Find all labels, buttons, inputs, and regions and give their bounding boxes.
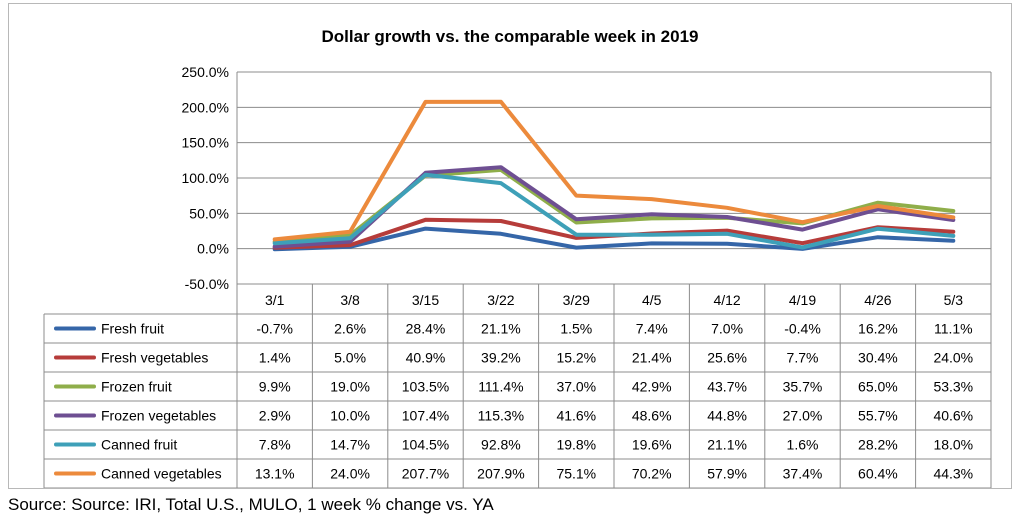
chart-frame: Dollar growth vs. the comparable week in… (8, 3, 1012, 489)
data-label: 60.4% (858, 466, 898, 482)
data-label: 41.6% (556, 408, 596, 424)
data-label: 43.7% (707, 379, 747, 395)
data-label: 57.9% (707, 466, 747, 482)
data-label: 11.1% (934, 321, 973, 337)
y-tick-label: -50.0% (185, 276, 229, 292)
x-category-label: 4/12 (713, 292, 740, 308)
data-label: 48.6% (632, 408, 672, 424)
data-label: 40.9% (406, 350, 446, 366)
series-lines (272, 99, 956, 252)
data-label: 70.2% (632, 466, 672, 482)
data-label: 19.0% (330, 379, 370, 395)
x-category-label: 3/1 (265, 292, 285, 308)
data-label: 19.8% (556, 437, 596, 453)
y-tick-label: 100.0% (182, 170, 229, 186)
data-label: 1.5% (560, 321, 592, 337)
data-label: 104.5% (402, 437, 449, 453)
data-label: 1.4% (259, 350, 291, 366)
data-label: 16.2% (858, 321, 898, 337)
data-label: 111.4% (478, 379, 523, 395)
series-line (272, 172, 956, 250)
data-label: 92.8% (481, 437, 521, 453)
data-label: 18.0% (933, 437, 973, 453)
data-label: 7.7% (787, 350, 819, 366)
data-label: 15.2% (556, 350, 596, 366)
data-label: 107.4% (402, 408, 449, 424)
legend-label: Fresh vegetables (101, 350, 208, 366)
data-label: 27.0% (783, 408, 823, 424)
gridlines (236, 71, 992, 285)
data-label: 37.0% (556, 379, 596, 395)
data-label: 65.0% (858, 379, 898, 395)
y-tick-label: 0.0% (197, 241, 229, 257)
data-label: 5.0% (334, 350, 366, 366)
data-label: 42.9% (632, 379, 672, 395)
data-label: 75.1% (556, 466, 596, 482)
data-label: 40.6% (933, 408, 973, 424)
data-label: 21.1% (707, 437, 747, 453)
x-category-label: 3/15 (412, 292, 439, 308)
y-tick-label: 200.0% (182, 99, 229, 115)
data-label: 55.7% (858, 408, 898, 424)
data-label: 25.6% (707, 350, 747, 366)
x-category-label: 5/3 (944, 292, 964, 308)
data-table: 3/1 3/8 3/15 3/22 3/29 4/5 4/12 4/19 4/26 5/3 Fres… (43, 284, 992, 488)
data-label: 103.5% (402, 379, 449, 395)
data-label: 207.7% (402, 466, 449, 482)
data-label: 13.1% (255, 466, 295, 482)
data-label: -0.7% (256, 321, 293, 337)
x-category-label: 4/5 (642, 292, 662, 308)
series-line (272, 226, 956, 252)
x-category-label: 3/22 (487, 292, 514, 308)
data-label: 10.0% (330, 408, 370, 424)
data-label: 1.6% (787, 437, 819, 453)
data-label: 53.3% (933, 379, 973, 395)
series-line (272, 99, 956, 242)
data-label: 28.2% (858, 437, 898, 453)
x-category-label: 3/29 (563, 292, 590, 308)
data-label: 7.0% (711, 321, 743, 337)
data-label: 28.4% (406, 321, 446, 337)
data-label: 2.9% (259, 408, 291, 424)
data-label: 35.7% (783, 379, 823, 395)
data-label: 21.1% (481, 321, 521, 337)
data-label: 44.3% (933, 466, 973, 482)
data-label: 7.8% (259, 437, 291, 453)
chart-title: Dollar growth vs. the comparable week in… (322, 27, 699, 46)
y-tick-label: 250.0% (182, 64, 229, 80)
y-tick-label: 150.0% (182, 135, 229, 151)
y-tick-label: 50.0% (189, 205, 229, 221)
legend-label: Fresh fruit (101, 321, 164, 337)
chart-svg: Dollar growth vs. the comparable week in… (43, 27, 992, 488)
data-label: 30.4% (858, 350, 898, 366)
legend-label: Canned fruit (101, 437, 177, 453)
x-category-label: 4/26 (864, 292, 891, 308)
data-label: 21.4% (632, 350, 672, 366)
data-label: 19.6% (632, 437, 672, 453)
data-label: 9.9% (259, 379, 291, 395)
data-label: 207.9% (477, 466, 524, 482)
legend-label: Frozen fruit (101, 379, 172, 395)
data-label: -0.4% (784, 321, 821, 337)
data-label: 44.8% (707, 408, 747, 424)
y-axis-ticks: -50.0% 0.0% 50.0% 100.0% 150.0% 200.0% 250.0% (182, 64, 229, 292)
data-label: 7.4% (636, 321, 668, 337)
data-label: 37.4% (783, 466, 823, 482)
data-label: 115.3% (478, 408, 524, 424)
legend-label: Canned vegetables (101, 466, 222, 482)
legend-label: Frozen vegetables (101, 408, 216, 424)
source-note: Source: Source: IRI, Total U.S., MULO, 1… (8, 495, 494, 514)
x-category-label: 4/19 (789, 292, 816, 308)
x-category-label: 3/8 (340, 292, 360, 308)
data-label: 39.2% (481, 350, 521, 366)
data-label: 14.7% (330, 437, 370, 453)
data-label: 24.0% (933, 350, 973, 366)
data-label: 2.6% (334, 321, 366, 337)
data-label: 24.0% (330, 466, 370, 482)
